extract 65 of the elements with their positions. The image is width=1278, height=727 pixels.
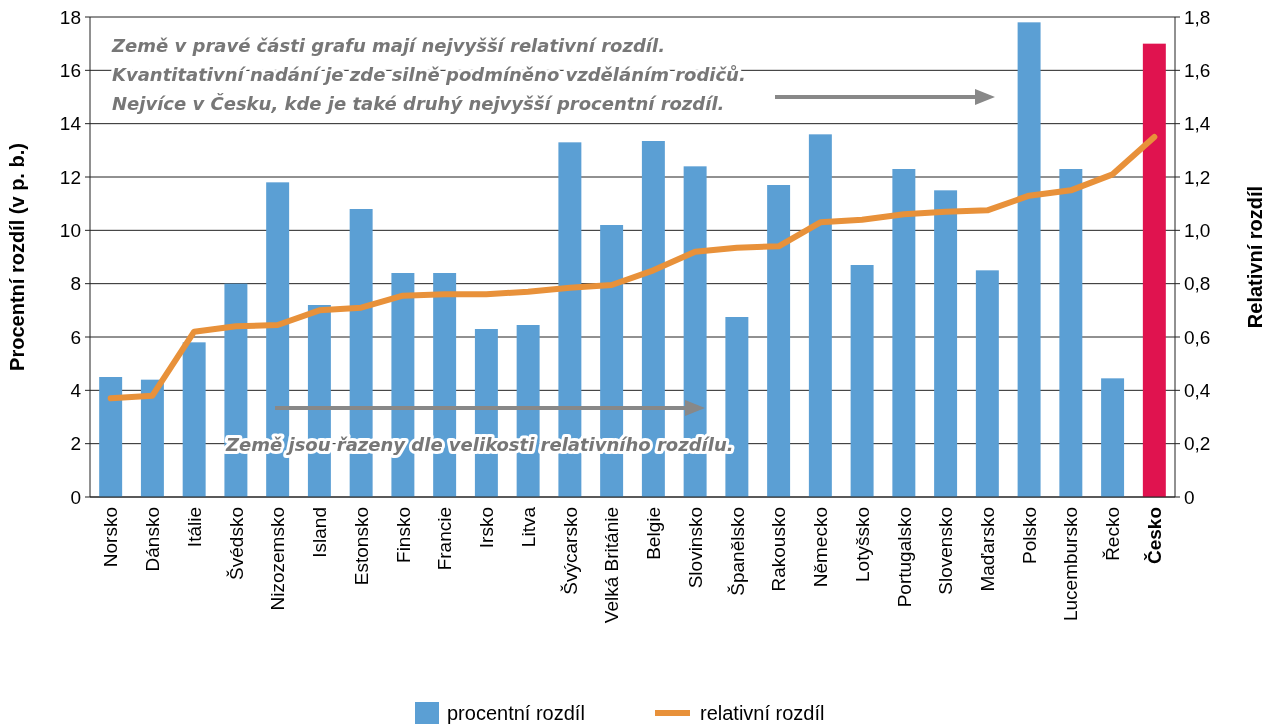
- x-tick-label: Španělsko: [726, 507, 748, 596]
- annotation: Nejvíce v Česku, kde je také druhý nejvyšší procentní rozdíl.: [112, 93, 725, 114]
- x-tick-label: Litva: [517, 506, 539, 548]
- bar: [1142, 43, 1166, 497]
- y2-tick-label: 0: [1184, 486, 1195, 508]
- x-tick-label: Lucembursko: [1060, 507, 1082, 622]
- y2-tick-label: 0,8: [1184, 273, 1211, 295]
- bar: [1017, 22, 1041, 497]
- legend-label: relativní rozdíl: [700, 702, 825, 724]
- x-tick-label: Slovinsko: [684, 507, 706, 589]
- x-tick-label: Švédsko: [225, 507, 247, 580]
- x-tick-label: Dánsko: [142, 507, 164, 572]
- y-tick-label: 0: [70, 486, 81, 508]
- y2-tick-label: 1,6: [1184, 59, 1211, 81]
- bar: [182, 342, 206, 497]
- x-tick-label: Francie: [434, 507, 456, 571]
- x-tick-label: Nizozemsko: [267, 507, 289, 611]
- y2-tick-label: 0,6: [1184, 326, 1211, 348]
- legend-label: procentní rozdíl: [447, 702, 585, 724]
- y-tick-label: 14: [59, 113, 82, 135]
- y-tick-label: 4: [70, 379, 82, 401]
- y2-tick-label: 1,4: [1184, 113, 1211, 135]
- x-tick-label: Estonsko: [350, 507, 372, 586]
- x-tick-label: Itálie: [183, 507, 205, 548]
- y2-tick-label: 1,2: [1184, 166, 1211, 188]
- x-tick-label: Velká Británie: [601, 507, 623, 624]
- x-tick-label: Lotyšsko: [851, 507, 873, 582]
- y-tick-label: 16: [59, 59, 81, 81]
- x-tick-label: Portugalsko: [893, 507, 915, 608]
- x-tick-label: Belgie: [643, 507, 665, 560]
- bar: [808, 134, 832, 497]
- x-tick-label: Norsko: [100, 507, 122, 568]
- y2-tick-label: 0,2: [1184, 433, 1211, 455]
- y-tick-label: 2: [70, 433, 81, 455]
- x-tick-label: Irsko: [476, 507, 498, 549]
- bar: [850, 265, 874, 497]
- bar: [1101, 378, 1125, 497]
- bar: [892, 169, 916, 497]
- bar: [767, 185, 791, 497]
- annotation: Země v pravé části grafu mají nejvyšší relativní rozdíl.: [111, 35, 665, 56]
- y-tick-label: 12: [59, 166, 81, 188]
- y-tick-label: 10: [59, 219, 81, 241]
- x-tick-label: Švýcarsko: [559, 507, 581, 595]
- x-tick-label: Česko: [1143, 507, 1165, 565]
- x-tick-label: Řecko: [1102, 507, 1124, 561]
- y2-axis-title: Relativní rozdíl: [1244, 185, 1266, 329]
- x-tick-label: Rakousko: [768, 507, 790, 592]
- bar: [934, 190, 958, 497]
- bar: [99, 377, 123, 497]
- y-tick-label: 18: [59, 6, 81, 28]
- x-tick-label: Maďarsko: [977, 507, 998, 592]
- x-tick-label: Polsko: [1018, 507, 1040, 565]
- y2-tick-label: 1,0: [1184, 219, 1211, 241]
- x-tick-label: Finsko: [392, 507, 414, 563]
- y2-tick-label: 1,8: [1184, 6, 1211, 28]
- y-tick-label: 6: [70, 326, 81, 348]
- x-tick-label: Slovensko: [935, 507, 957, 595]
- y-tick-label: 8: [70, 273, 81, 295]
- y2-tick-label: 0,4: [1184, 379, 1211, 401]
- bar: [975, 270, 999, 497]
- y-axis-title: Procentní rozdíl (v p. b.): [6, 143, 28, 371]
- bar: [1059, 169, 1083, 497]
- x-tick-label: Německo: [810, 507, 832, 588]
- bar: [140, 379, 164, 497]
- x-tick-label: Island: [309, 507, 331, 558]
